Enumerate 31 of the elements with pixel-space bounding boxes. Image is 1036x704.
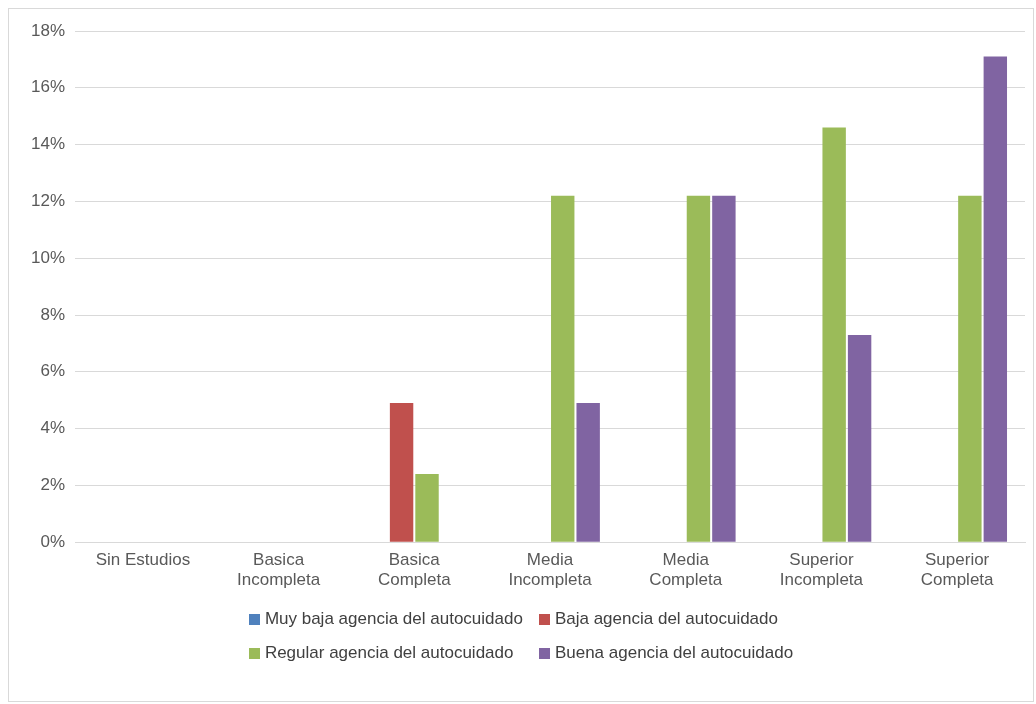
- x-tick-label: Basica Completa: [377, 550, 452, 590]
- x-tick-label: Superior Incompleta: [779, 550, 864, 590]
- y-tick-label: 6%: [40, 361, 66, 381]
- x-tick-label: Basica Incompleta: [237, 550, 321, 590]
- x-tick-label: Media Incompleta: [508, 550, 593, 590]
- bar: [822, 127, 846, 542]
- bar: [983, 56, 1008, 542]
- legend-label: Regular agencia del autocuidado: [264, 643, 514, 663]
- y-tick-label: 16%: [30, 77, 66, 97]
- x-tick-label: Superior Completa: [920, 550, 995, 590]
- legend-label: Buena agencia del autocuidado: [554, 643, 794, 663]
- y-tick-label: 2%: [40, 475, 66, 495]
- bar: [958, 195, 982, 542]
- legend-label: Muy baja agencia del autocuidado: [264, 609, 523, 629]
- bar: [847, 334, 872, 542]
- y-tick-label: 14%: [30, 134, 66, 154]
- legend-label: Baja agencia del autocuidado: [554, 609, 778, 629]
- bar: [686, 195, 711, 542]
- bar: [551, 195, 575, 542]
- x-tick-label: Sin Estudios: [95, 550, 191, 570]
- y-tick-label: 10%: [30, 247, 66, 267]
- bar: [415, 474, 439, 542]
- y-tick-label: 4%: [40, 418, 66, 438]
- y-tick-label: 12%: [30, 191, 66, 211]
- y-tick-label: 18%: [30, 20, 66, 40]
- y-tick-label: 8%: [40, 304, 66, 324]
- bar: [712, 195, 736, 542]
- x-tick-label: Media Completa: [649, 550, 723, 590]
- y-tick-label: 0%: [40, 531, 66, 551]
- bar: [576, 403, 600, 542]
- bar: [389, 403, 414, 542]
